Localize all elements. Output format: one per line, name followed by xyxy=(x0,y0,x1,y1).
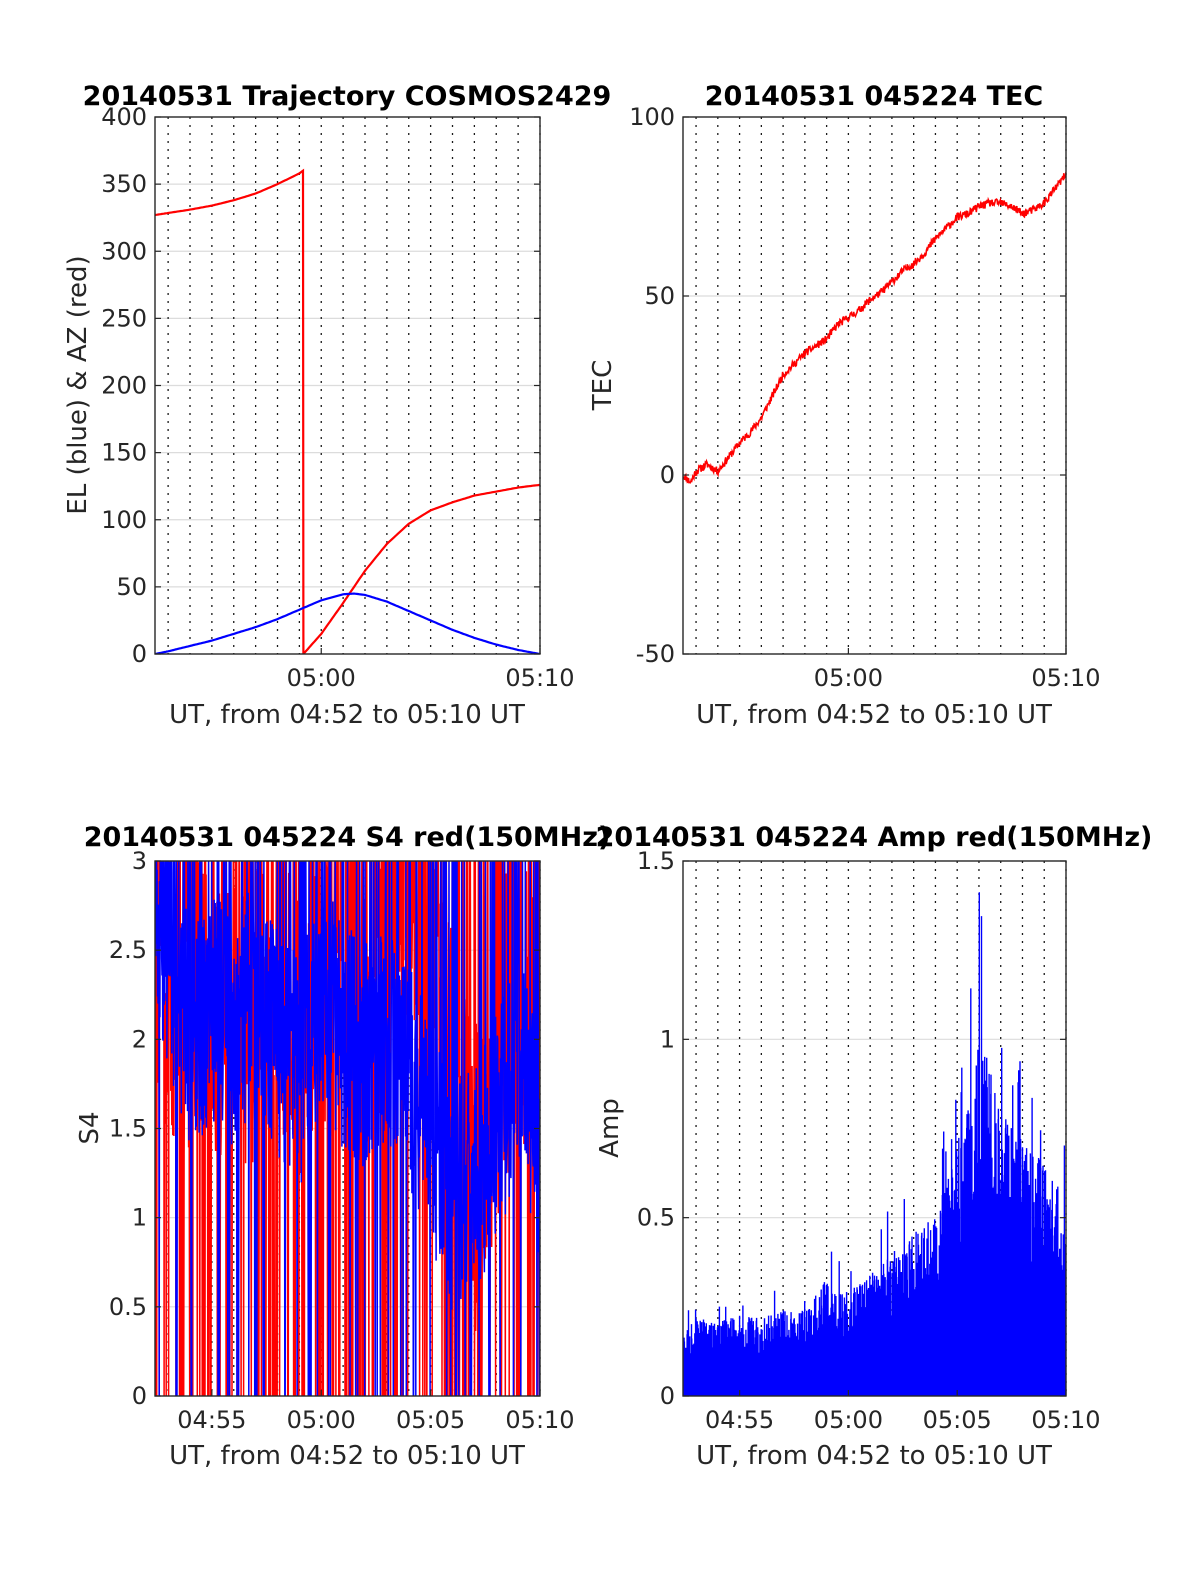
s4-ytick-label: 2.5 xyxy=(109,936,147,964)
panel-amp: UT, from 04:52 to 05:10 UT Amp 0 0.5 1 1.5 0… xyxy=(595,822,1152,1471)
s4-xtick-label: 05:10 xyxy=(505,1406,574,1434)
amp-ytick-label: 1 xyxy=(660,1025,675,1053)
s4-ytick-label: 0 xyxy=(132,1382,147,1410)
tec-xtick-label: 05:10 xyxy=(1031,664,1100,692)
amp-axes-frame xyxy=(682,860,1067,1397)
s4-ytick-label: 2 xyxy=(132,1025,147,1053)
amp-xlabel: UT, from 04:52 to 05:10 UT xyxy=(696,1441,1052,1471)
tec-title: 20140531 045224 TEC xyxy=(705,81,1044,112)
amp-ytick-label: 1.5 xyxy=(637,847,675,875)
trajectory-title: 20140531 Trajectory COSMOS2429 xyxy=(83,81,612,112)
amp-xtick-label: 05:10 xyxy=(1031,1406,1100,1434)
trajectory-plot-area xyxy=(155,168,540,654)
amp-series-line xyxy=(683,892,1066,1396)
amp-ylabel: Amp xyxy=(595,1098,625,1158)
s4-ytick-label: 1.5 xyxy=(109,1115,147,1143)
tec-series-line xyxy=(683,171,1066,485)
tec-ytick-label: 0 xyxy=(660,461,675,489)
s4-ytick-label: 1 xyxy=(132,1204,147,1232)
panel-tec: UT, from 04:52 to 05:10 UT TEC -50 0 50 100… xyxy=(588,81,1101,730)
trajectory-ytick-label: 100 xyxy=(101,506,147,534)
s4-xtick-label: 04:55 xyxy=(177,1406,246,1434)
tec-ytick-label: -50 xyxy=(636,640,675,668)
amp-title: 20140531 045224 Amp red(150MHz) xyxy=(596,822,1153,853)
tec-xtick-label: 05:00 xyxy=(814,664,883,692)
amp-plot-area xyxy=(683,892,1066,1396)
s4-series-line xyxy=(155,861,540,1396)
trajectory-ytick-label: 200 xyxy=(101,372,147,400)
s4-title: 20140531 045224 S4 red(150MHz) xyxy=(84,822,611,853)
amp-ytick-label: 0.5 xyxy=(637,1204,675,1232)
tec-ylabel: TEC xyxy=(588,360,618,411)
trajectory-xlabel: UT, from 04:52 to 05:10 UT xyxy=(169,700,525,730)
panel-s4: UT, from 04:52 to 05:10 UT S4 0 0.5 1 1.5 2 2… xyxy=(75,822,611,1471)
trajectory-ytick-label: 300 xyxy=(101,237,147,265)
s4-plot-area xyxy=(155,861,540,1396)
s4-ytick-label: 3 xyxy=(132,847,147,875)
s4-ylabel: S4 xyxy=(75,1111,105,1144)
trajectory-ytick-label: 0 xyxy=(132,640,147,668)
amp-ytick-label: 0 xyxy=(660,1382,675,1410)
trajectory-series-line xyxy=(155,168,540,654)
tec-plot-area xyxy=(683,171,1066,485)
trajectory-ytick-label: 150 xyxy=(101,439,147,467)
s4-xlabel: UT, from 04:52 to 05:10 UT xyxy=(169,1441,525,1471)
trajectory-xtick-label: 05:00 xyxy=(287,664,356,692)
amp-xtick-label: 05:00 xyxy=(814,1406,883,1434)
trajectory-ytick-label: 250 xyxy=(101,304,147,332)
tec-ytick-label: 50 xyxy=(644,282,675,310)
trajectory-ylabel: EL (blue) & AZ (red) xyxy=(63,255,93,514)
tec-axes-frame xyxy=(682,116,1067,655)
trajectory-ytick-label: 350 xyxy=(101,170,147,198)
s4-xtick-label: 05:05 xyxy=(396,1406,465,1434)
panel-trajectory: UT, from 04:52 to 05:10 UT EL (blue) & A… xyxy=(63,81,611,730)
trajectory-ytick-label: 400 xyxy=(101,103,147,131)
amp-xtick-label: 05:05 xyxy=(923,1406,992,1434)
s4-xtick-label: 05:00 xyxy=(287,1406,356,1434)
trajectory-xtick-label: 05:10 xyxy=(505,664,574,692)
tec-xlabel: UT, from 04:52 to 05:10 UT xyxy=(696,700,1052,730)
trajectory-ytick-label: 50 xyxy=(116,573,147,601)
s4-ytick-label: 0.5 xyxy=(109,1293,147,1321)
trajectory-series-line xyxy=(155,592,540,654)
amp-xtick-label: 04:55 xyxy=(705,1406,774,1434)
tec-ytick-label: 100 xyxy=(629,103,675,131)
